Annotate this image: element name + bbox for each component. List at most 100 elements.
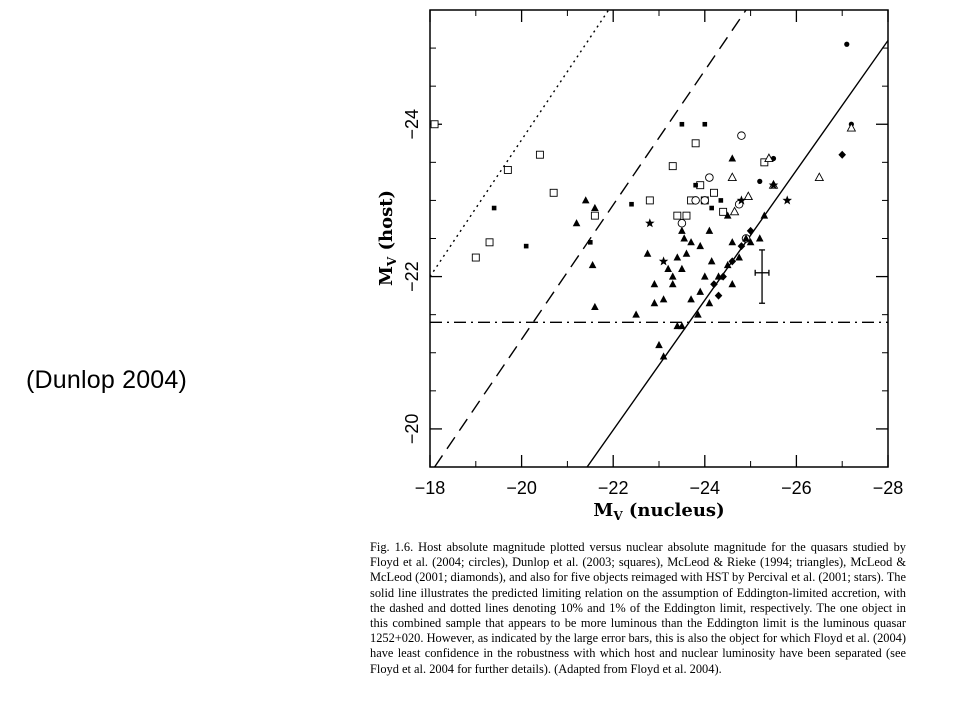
open-square-marker [503, 165, 512, 174]
filled-square-marker [709, 205, 714, 211]
filled-square-marker [491, 205, 497, 211]
open-square-marker [710, 188, 718, 197]
open-triangle-marker [814, 172, 825, 182]
open-square-marker [645, 196, 654, 205]
filled-triangle-marker [682, 249, 691, 257]
filled-triangle-marker [755, 234, 764, 242]
open-square-marker [719, 207, 728, 216]
dashed-reference-line [434, 10, 747, 467]
y-tick-label: −20 [402, 414, 422, 445]
filled-triangle-marker [705, 226, 714, 234]
filled-triangle-marker [632, 310, 640, 318]
filled-triangle-marker [714, 272, 723, 280]
filled-triangle-marker [707, 257, 716, 265]
filled-triangle-marker [696, 287, 705, 295]
filled-triangle-marker [572, 219, 581, 227]
filled-triangle-marker [678, 321, 686, 330]
filled-diamond-marker [746, 226, 755, 235]
star-marker [658, 256, 669, 266]
filled-triangle-marker [659, 295, 668, 303]
star-marker [768, 180, 779, 190]
filled-triangle-marker [591, 302, 599, 311]
filled-square-marker [588, 240, 593, 245]
filled-circle-marker [844, 41, 850, 47]
filled-square-marker [629, 201, 634, 207]
open-triangle-marker [764, 153, 774, 162]
filled-diamond-marker [710, 280, 718, 289]
open-square-marker [668, 162, 677, 171]
filled-triangle-marker [735, 253, 743, 261]
filled-square-marker [702, 121, 708, 127]
filled-triangle-marker [668, 272, 677, 280]
open-square-marker [691, 139, 700, 148]
open-circle-marker [700, 196, 710, 205]
filled-square-marker [679, 121, 685, 127]
filled-triangle-marker [591, 203, 599, 212]
filled-triangle-marker [760, 211, 769, 219]
filled-triangle-marker [687, 238, 695, 246]
filled-triangle-marker [650, 299, 659, 307]
x-axis-title: MV (nucleus) [593, 500, 724, 523]
x-tick-label: −28 [873, 478, 904, 498]
scatter-chart: −18 −20 −22 −24 −26 −28 −20 −22 −24 MV (nucleus)… [376, 9, 904, 523]
filled-diamond-marker [737, 242, 746, 251]
open-square-marker [430, 120, 439, 129]
filled-triangle-marker [678, 226, 686, 234]
filled-triangle-marker [728, 280, 737, 288]
filled-triangle-marker [705, 299, 714, 307]
filled-triangle-marker [728, 154, 737, 162]
x-tick-label: −26 [781, 478, 812, 498]
open-square-marker [760, 158, 769, 167]
filled-square-marker [718, 198, 724, 203]
x-tick-label: −20 [506, 478, 537, 498]
y-axis-title: MV (host) [376, 190, 399, 286]
star-marker [645, 218, 655, 228]
star-marker [782, 195, 792, 205]
filled-triangle-marker [664, 264, 672, 272]
open-triangle-marker [729, 206, 740, 216]
filled-triangle-marker [746, 238, 755, 246]
dotted-reference-line [430, 10, 610, 277]
open-triangle-marker [743, 191, 754, 201]
plot-frame [429, 9, 889, 468]
open-triangle-marker [846, 122, 857, 132]
x-tick-label: −24 [690, 478, 721, 498]
open-square-marker [673, 211, 682, 220]
open-circle-marker [691, 196, 700, 205]
filled-triangle-marker [678, 264, 686, 272]
filled-triangle-marker [643, 249, 652, 257]
filled-triangle-marker [581, 196, 590, 204]
filled-square-marker [523, 243, 529, 249]
filled-triangle-marker [723, 211, 732, 219]
filled-square-marker [693, 182, 698, 188]
axis-ticks: −18 −20 −22 −24 −26 −28 −20 −22 −24 [402, 9, 904, 498]
filled-diamond-marker [719, 272, 727, 281]
x-tick-label: −18 [415, 478, 446, 498]
open-circle-marker [705, 173, 714, 182]
error-bar [754, 249, 770, 304]
y-tick-label: −22 [402, 261, 422, 292]
open-square-marker [485, 238, 494, 247]
open-square-marker [682, 211, 691, 220]
filled-diamond-marker [728, 257, 737, 266]
filled-triangle-marker [701, 272, 709, 280]
filled-triangle-marker [694, 310, 702, 318]
open-square-marker [590, 211, 599, 220]
data-points [430, 41, 857, 360]
open-triangle-marker [727, 172, 738, 182]
filled-triangle-marker [659, 352, 668, 360]
figure-caption: Fig. 1.6. Host absolute magnitude plotte… [370, 540, 906, 676]
open-circle-marker [677, 219, 687, 228]
filled-triangle-marker [742, 234, 750, 242]
filled-circle-marker [757, 178, 763, 184]
star-marker [736, 195, 747, 205]
y-tick-label: −24 [402, 109, 422, 140]
x-tick-label: −22 [598, 478, 629, 498]
filled-triangle-marker [655, 340, 663, 349]
open-square-marker [535, 150, 544, 159]
citation-label: (Dunlop 2004) [26, 366, 188, 394]
open-circle-marker [737, 131, 746, 140]
filled-triangle-marker [673, 253, 682, 261]
open-square-marker [471, 253, 480, 262]
filled-triangle-marker [668, 280, 677, 288]
